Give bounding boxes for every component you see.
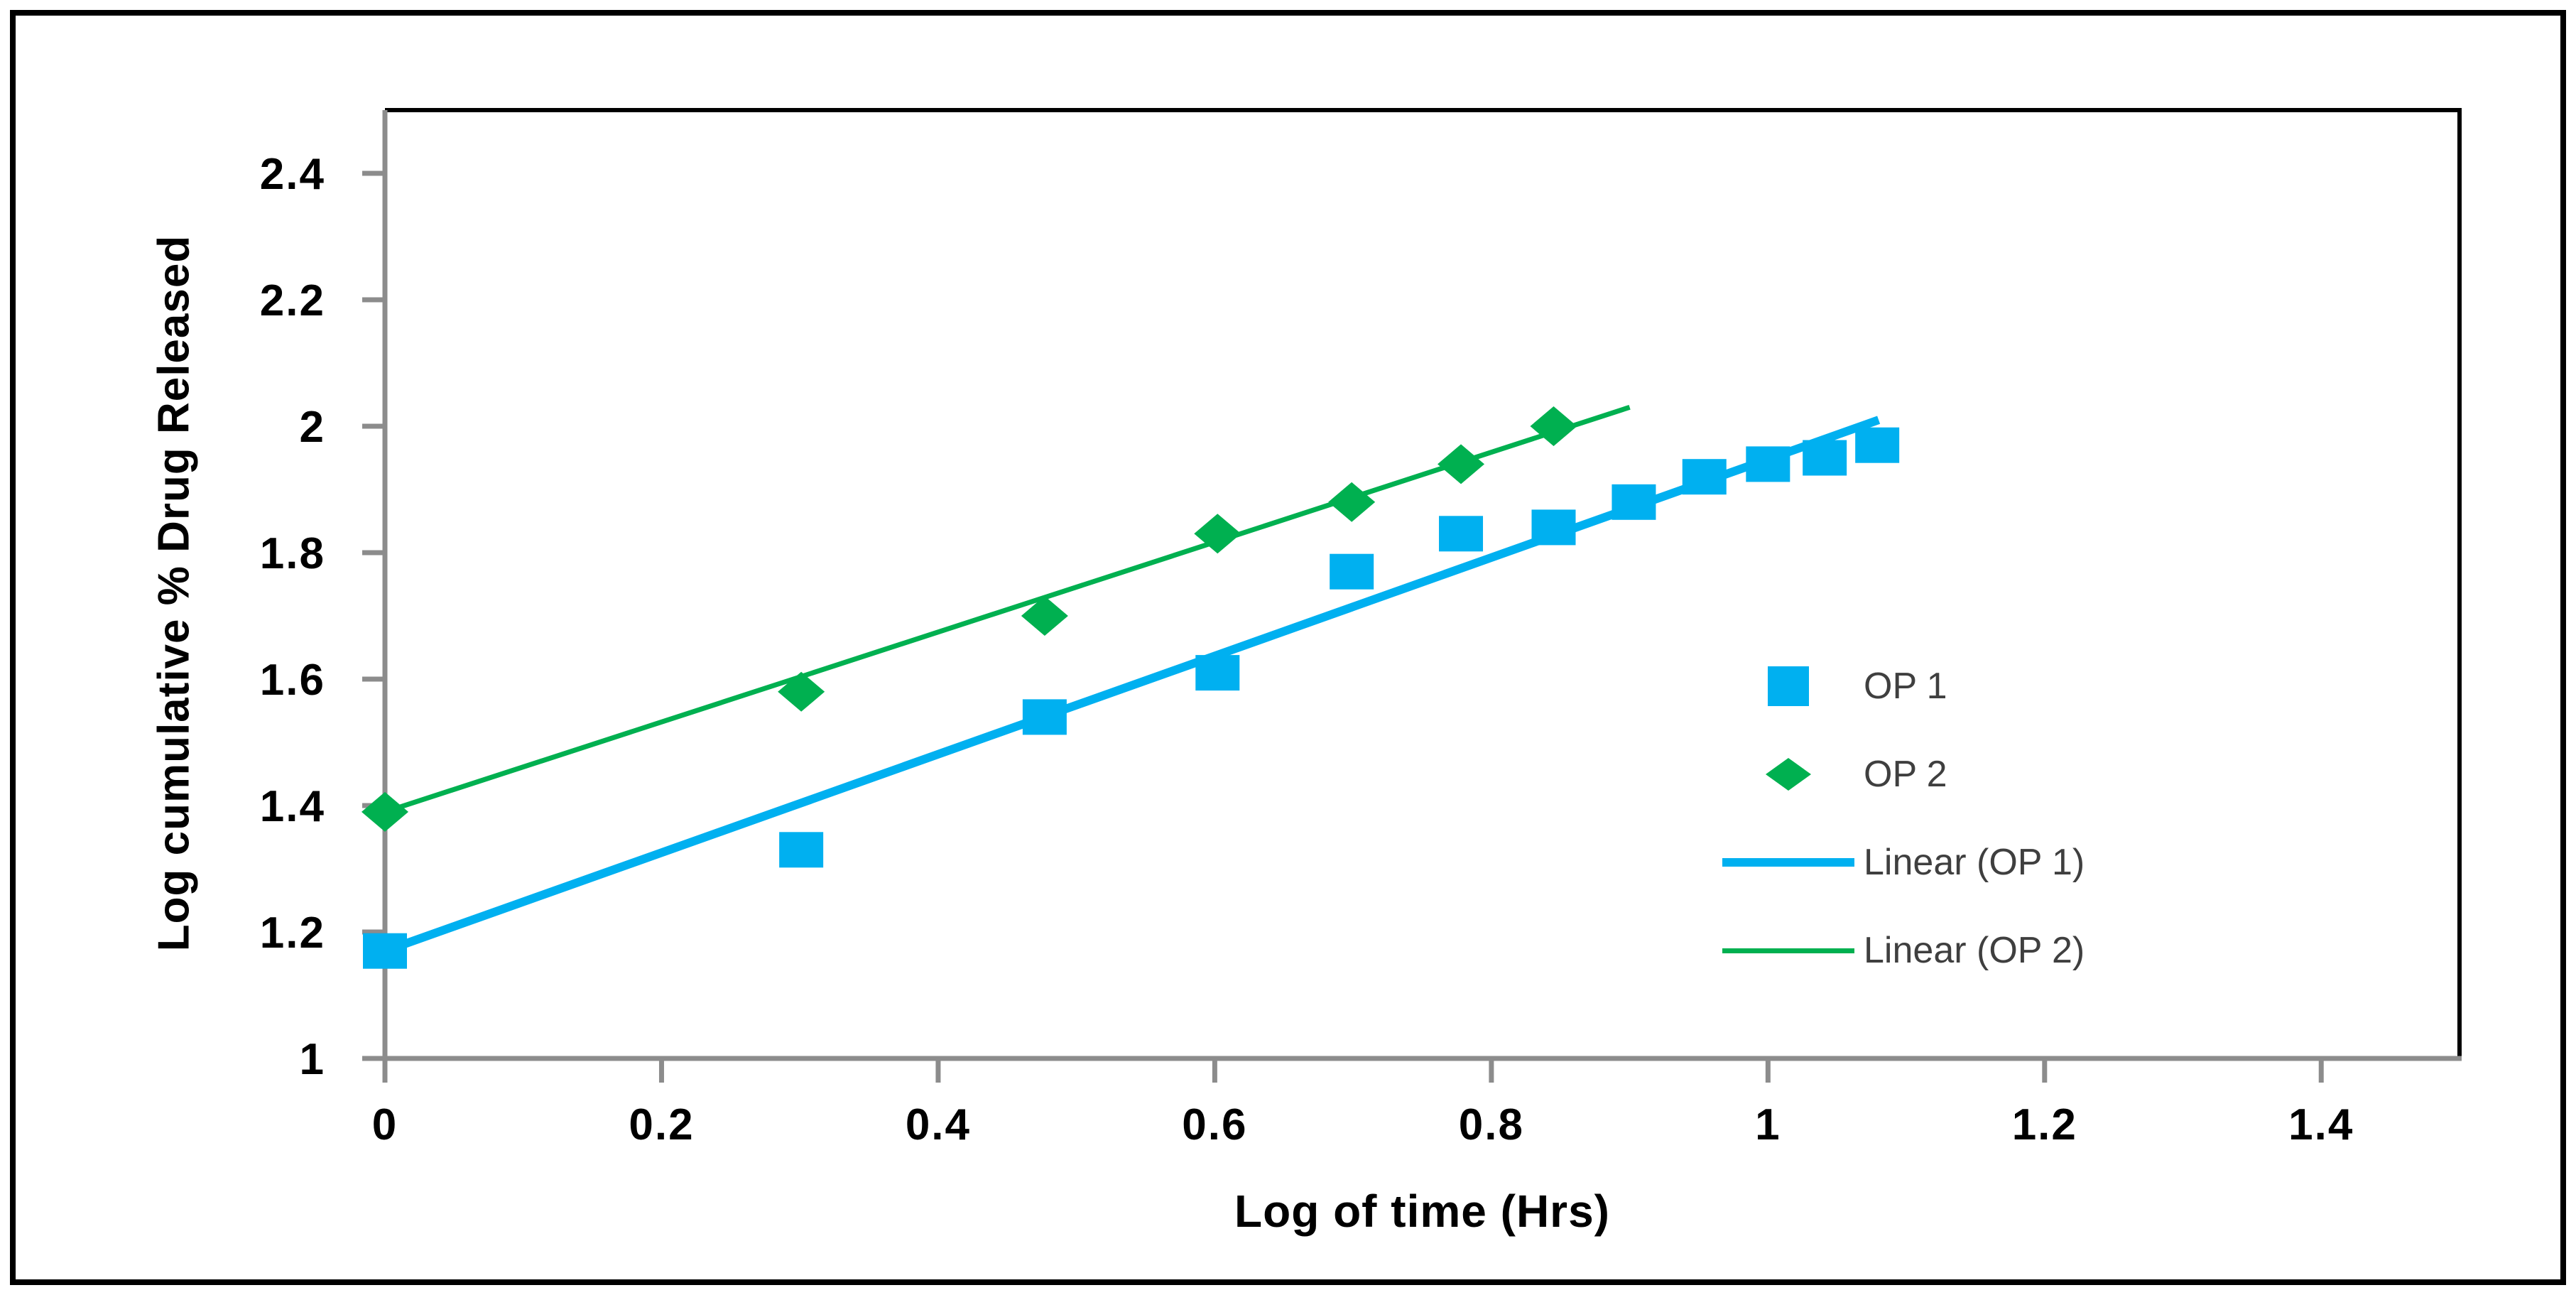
trendline-linear-op2 (384, 404, 1631, 815)
linear-op2-line-swatch-icon (1722, 948, 1854, 953)
data-point-op2 (778, 671, 825, 712)
data-point-op1 (1855, 427, 1900, 463)
data-point-op2 (1438, 444, 1485, 484)
legend-label-op1: OP 1 (1864, 666, 1947, 707)
legend-item-linear-op2: Linear (OP 2) (1719, 925, 2287, 976)
data-point-op1 (1330, 553, 1374, 590)
x-tick-label: 0.8 (1459, 1100, 1524, 1149)
y-tick-label: 2.2 (260, 276, 325, 325)
y-tick-label: 2 (300, 403, 325, 452)
legend-label-linear-op2: Linear (OP 2) (1864, 930, 2085, 971)
x-tick-label: 1 (1755, 1100, 1781, 1149)
legend-label-linear-op1: Linear (OP 1) (1864, 842, 2085, 883)
data-point-op1 (1022, 699, 1067, 735)
data-point-op1 (1531, 509, 1576, 546)
op2-diamond-swatch-icon (1766, 758, 1811, 791)
x-tick-label: 0.2 (629, 1100, 694, 1149)
y-axis-title: Log cumulative % Drug Released (149, 234, 199, 952)
y-tick-label: 1.4 (260, 782, 325, 831)
data-point-op2 (1021, 596, 1068, 636)
data-point-op1 (1612, 484, 1656, 520)
legend-marker-cell (1719, 837, 1858, 888)
legend-label-op2: OP 2 (1864, 754, 1947, 795)
data-point-op1 (1195, 655, 1240, 691)
data-point-op1 (363, 933, 407, 969)
x-tick-label: 0.4 (906, 1100, 971, 1149)
data-point-op1 (1803, 440, 1847, 476)
legend-marker-cell (1719, 749, 1858, 800)
data-point-op1 (779, 832, 824, 868)
x-tick-label: 0.6 (1182, 1100, 1247, 1149)
y-tick-label: 2.4 (260, 150, 325, 199)
x-tick-label: 0 (372, 1100, 398, 1149)
data-point-op1 (1439, 516, 1484, 552)
data-point-op2 (362, 791, 408, 832)
x-tick-label: 1.4 (2288, 1100, 2354, 1149)
legend-item-linear-op1: Linear (OP 1) (1719, 837, 2287, 888)
figure-border (10, 10, 2566, 1285)
x-axis-title: Log of time (Hrs) (1234, 1186, 1610, 1237)
legend-marker-cell (1719, 661, 1858, 712)
linear-op1-line-swatch-icon (1722, 858, 1854, 867)
data-point-op1 (1682, 459, 1727, 495)
y-tick-label: 1.2 (260, 909, 325, 958)
data-point-op2 (1530, 406, 1577, 446)
op1-square-swatch-icon (1768, 666, 1809, 706)
data-point-op2 (1194, 514, 1241, 554)
legend-item-op1: OP 1 (1719, 661, 2287, 712)
y-tick-label: 1 (300, 1035, 325, 1084)
y-tick-label: 1.8 (260, 529, 325, 578)
legend-item-op2: OP 2 (1719, 749, 2287, 800)
y-tick-label: 1.6 (260, 656, 325, 705)
data-point-op1 (1746, 446, 1790, 482)
legend-marker-cell (1719, 925, 1858, 976)
x-tick-label: 1.2 (2012, 1100, 2077, 1149)
data-point-op2 (1328, 482, 1376, 522)
